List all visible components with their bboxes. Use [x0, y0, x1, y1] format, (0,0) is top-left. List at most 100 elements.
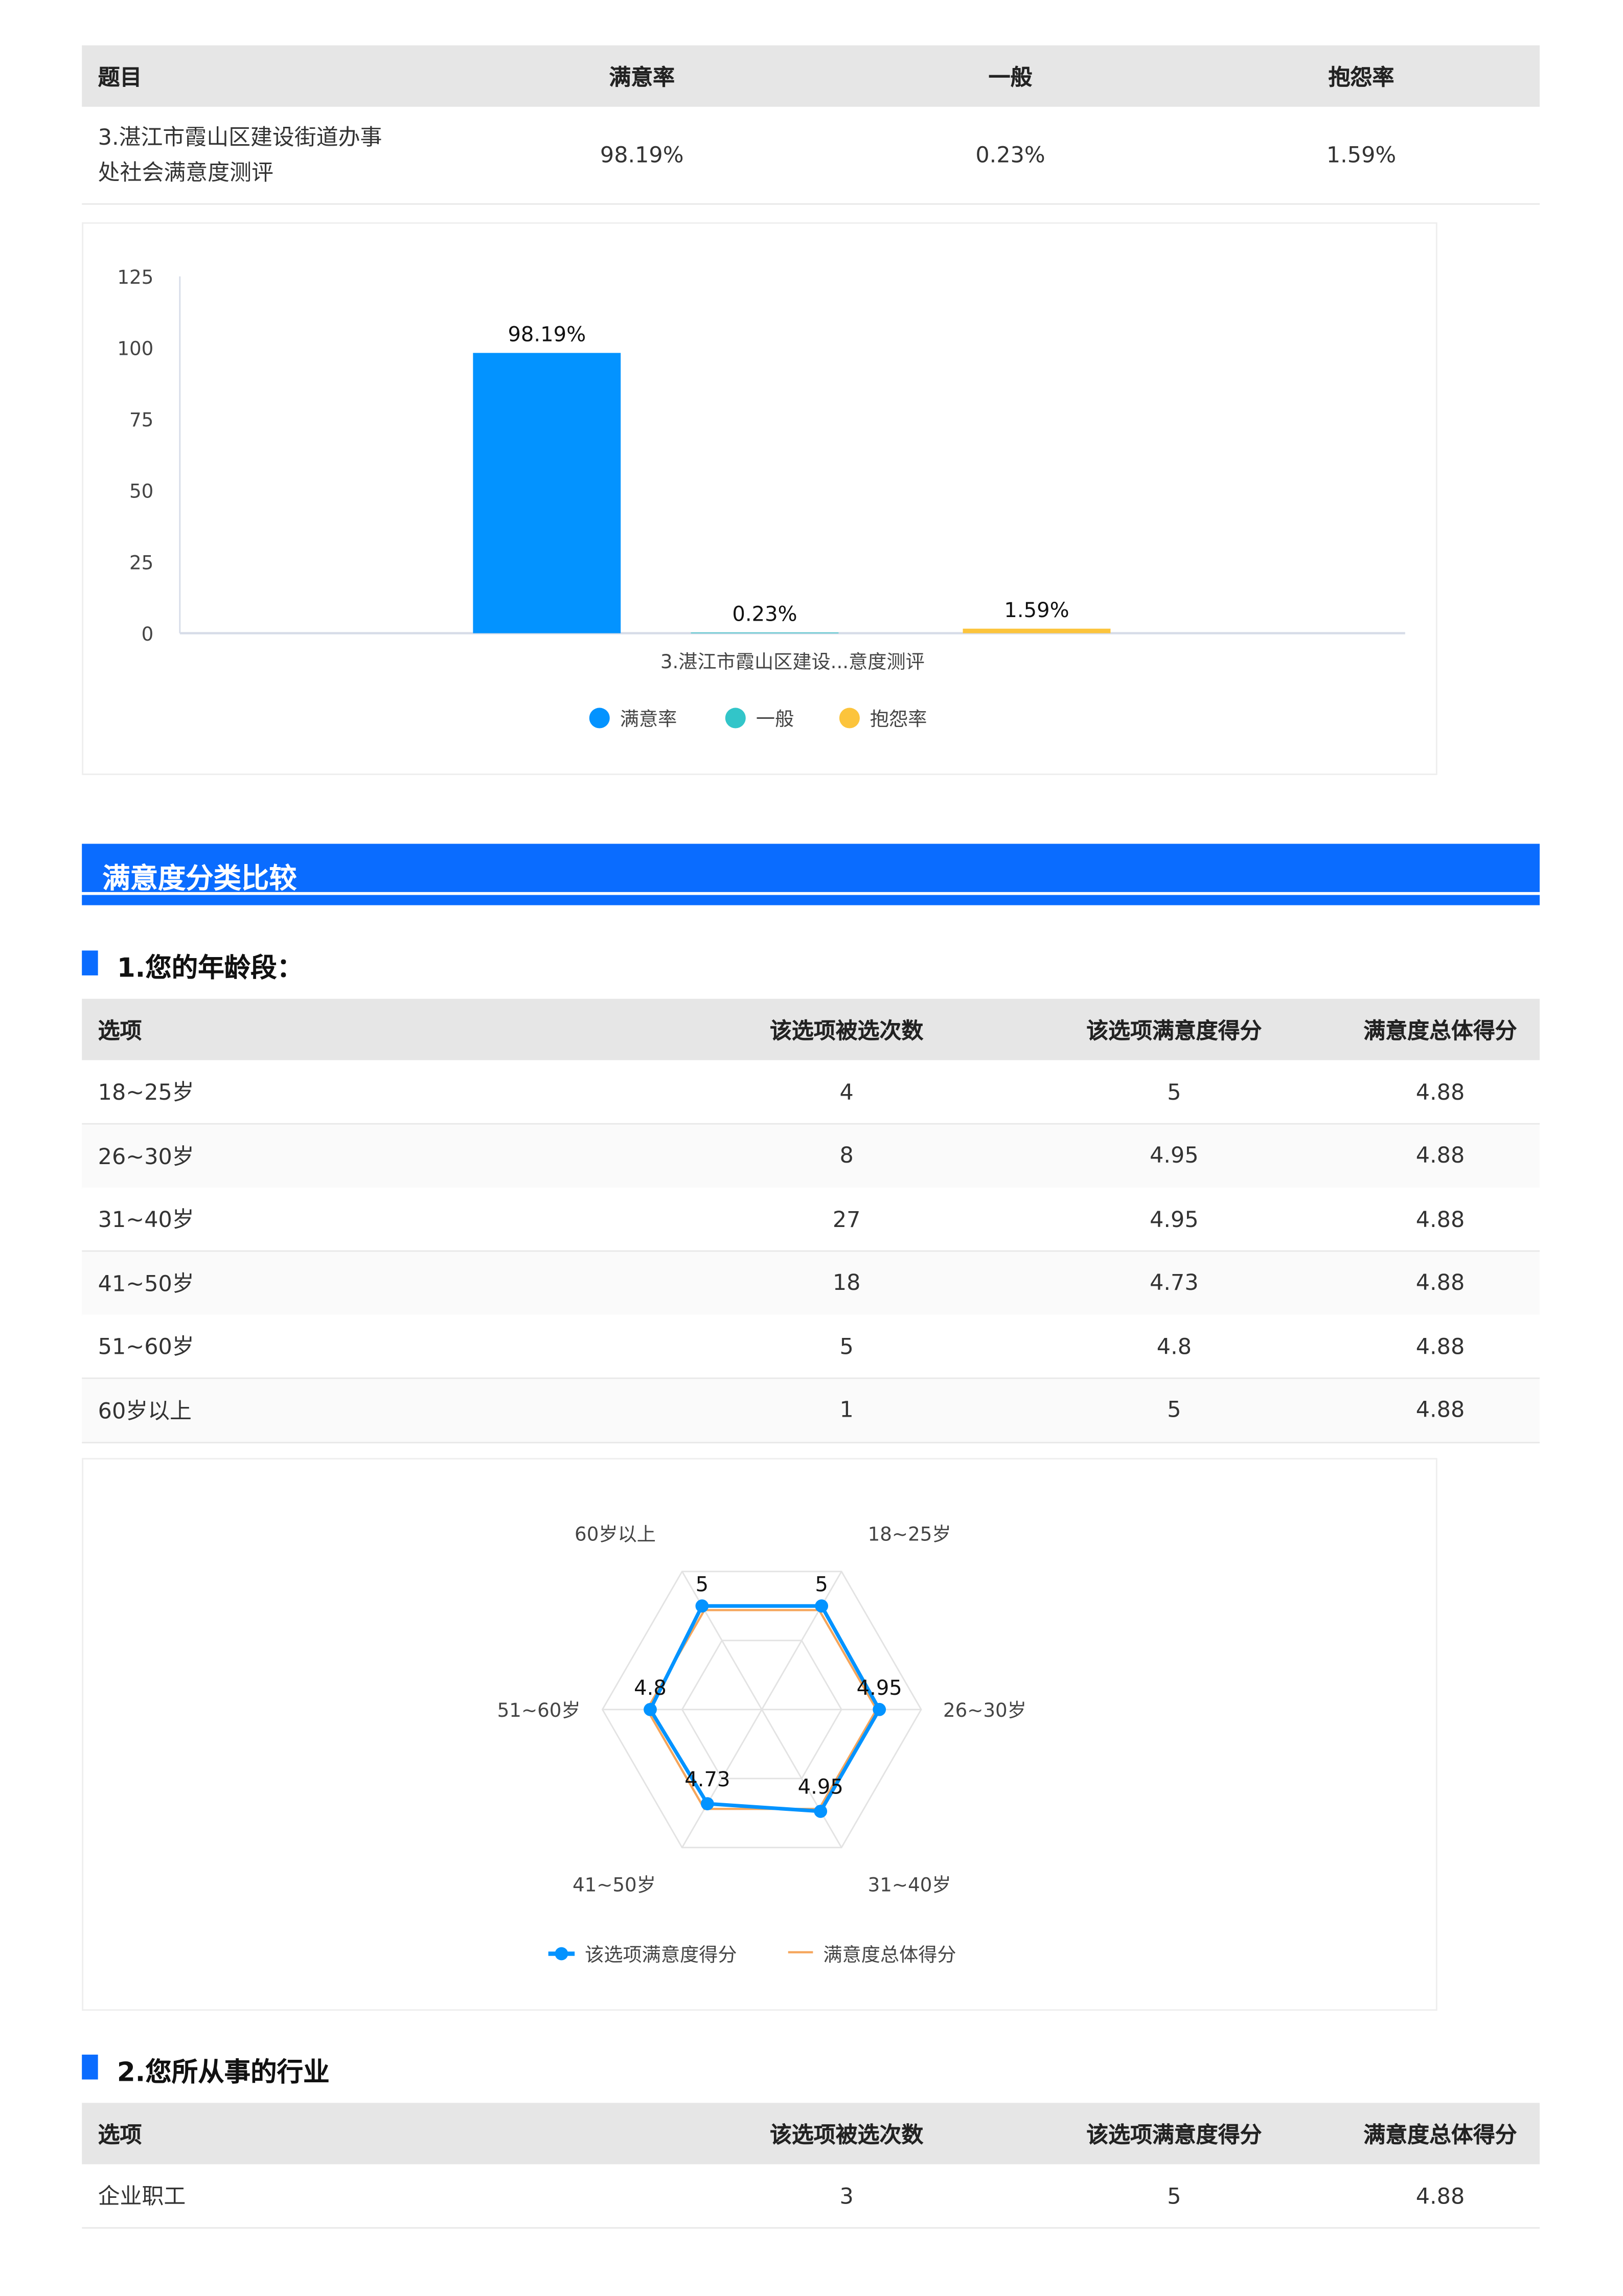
- table-row: 26~30岁 8 4.95 4.88: [82, 1124, 1540, 1189]
- radar-axis-line: [681, 1571, 763, 1710]
- legend-marker-0[interactable]: [555, 1947, 568, 1961]
- radar-data-label: 4.95: [857, 1676, 902, 1700]
- complaint-value: 1.59%: [1326, 142, 1397, 168]
- radar-axis-label: 31~40岁: [868, 1874, 951, 1896]
- table-row: 企业职工 3 5 4.88: [82, 2164, 1540, 2229]
- q1-title: 1.您的年龄段：: [117, 953, 304, 985]
- bar-0[interactable]: [473, 353, 621, 633]
- bar-data-label: 98.19%: [508, 323, 586, 346]
- legend-label[interactable]: 抱怨率: [870, 708, 927, 730]
- y-tick-label: 125: [117, 266, 153, 288]
- legend-label[interactable]: 满意率: [620, 708, 677, 730]
- heading-marker: [82, 950, 98, 975]
- header-cell: 选项: [98, 1017, 142, 1043]
- radar-axis-label: 51~60岁: [497, 1699, 581, 1721]
- radar-point[interactable]: [815, 1599, 829, 1613]
- y-tick-label: 0: [142, 623, 154, 645]
- radar-axis-label: 26~30岁: [943, 1699, 1026, 1721]
- table-cell: 51~60岁: [98, 1333, 194, 1360]
- table-cell: 27: [832, 1206, 861, 1232]
- y-tick-label: 100: [117, 337, 153, 360]
- table-cell: 4.88: [1415, 2183, 1465, 2209]
- legend-label[interactable]: 一般: [756, 708, 794, 730]
- header-cell: 该选项被选次数: [769, 2121, 924, 2148]
- table-cell: 5: [1167, 1078, 1181, 1105]
- bar-chart-card: 0 25 50 75 100 125 98.19% 0.23% 1.59% 3.湛江市霞山区建设.…: [82, 222, 1437, 776]
- table-cell: 4.88: [1415, 1142, 1465, 1169]
- legend-label[interactable]: 满意度总体得分: [823, 1943, 956, 1966]
- q2-table-header: 选项 该选项被选次数 该选项满意度得分 满意度总体得分: [82, 2103, 1540, 2165]
- legend-dot-1[interactable]: [725, 708, 746, 729]
- x-category-label: 3.湛江市霞山区建设...意度测评: [660, 650, 925, 673]
- table-cell: 31~40岁: [98, 1206, 194, 1233]
- satisfied-value: 98.19%: [600, 142, 684, 168]
- section-title: 满意度分类比较: [102, 862, 297, 895]
- table-cell: 4.88: [1415, 1396, 1465, 1423]
- bar-2[interactable]: [963, 628, 1111, 633]
- radar-point[interactable]: [814, 1805, 828, 1818]
- radar-chart-card: 18~25岁 26~30岁 31~40岁 41~50岁 51~60岁 60岁以上 5 4.95…: [82, 1458, 1437, 2011]
- bar-data-label: 1.59%: [1004, 599, 1069, 622]
- heading-marker: [82, 2054, 98, 2080]
- table-cell: 4.8: [1156, 1333, 1192, 1359]
- radar-point[interactable]: [873, 1702, 886, 1716]
- header-cell: 满意度总体得分: [1363, 1017, 1517, 1043]
- question-title-line1: 3.湛江市霞山区建设街道办事: [98, 124, 382, 151]
- radar-axis-line: [681, 1709, 763, 1848]
- y-tick-label: 25: [129, 551, 153, 574]
- table-cell: 8: [839, 1142, 854, 1169]
- header-cell: 该选项满意度得分: [1086, 1017, 1262, 1043]
- table-row: 41~50岁 18 4.73 4.88: [82, 1251, 1540, 1315]
- radar-data-label: 5: [815, 1573, 828, 1597]
- q2-title: 2.您所从事的行业: [117, 2057, 330, 2088]
- table-cell: 4.88: [1415, 1269, 1465, 1296]
- header-cell: 该选项满意度得分: [1086, 2121, 1262, 2148]
- y-tick-label: 75: [129, 408, 153, 431]
- radar-data-label: 4.95: [798, 1776, 843, 1799]
- summary-table-row: 3.湛江市霞山区建设街道办事 处社会满意度测评 98.19% 0.23% 1.5…: [82, 107, 1540, 205]
- table-cell: 4: [839, 1078, 854, 1105]
- table-cell: 3: [839, 2183, 854, 2209]
- table-cell: 18: [832, 1269, 861, 1296]
- table-cell: 5: [1167, 2183, 1181, 2209]
- y-tick-label: 50: [129, 480, 153, 503]
- radar-data-label: 4.73: [684, 1768, 730, 1791]
- table-row: 18~25岁 4 5 4.88: [82, 1060, 1540, 1125]
- radar-point[interactable]: [695, 1599, 709, 1613]
- question-title: 3.湛江市霞山区建设街道办事 处社会满意度测评: [98, 107, 382, 203]
- bar-chart: 0 25 50 75 100 125 98.19% 0.23% 1.59% 3.湛江市霞山区建设.…: [117, 266, 1405, 730]
- table-row: 51~60岁 5 4.8 4.88: [82, 1314, 1540, 1379]
- legend-dot-2[interactable]: [839, 708, 860, 729]
- table-cell: 60岁以上: [98, 1397, 192, 1424]
- table-cell: 4.88: [1415, 1333, 1465, 1359]
- table-cell: 5: [839, 1333, 854, 1359]
- radar-point[interactable]: [701, 1797, 714, 1810]
- table-cell: 5: [1167, 1396, 1181, 1423]
- header-cell: 选项: [98, 2121, 142, 2148]
- table-cell: 41~50岁: [98, 1270, 194, 1297]
- radar-axis-line: [761, 1571, 842, 1710]
- neutral-value: 0.23%: [975, 142, 1045, 168]
- radar-axis-label: 41~50岁: [573, 1874, 656, 1896]
- legend-label[interactable]: 该选项满意度得分: [585, 1943, 737, 1966]
- table-cell: 企业职工: [98, 2183, 186, 2210]
- radar-data-label: 4.8: [634, 1676, 667, 1700]
- header-cell: 满意度总体得分: [1363, 2121, 1517, 2148]
- table-cell: 4.88: [1415, 1206, 1465, 1232]
- table-row: 31~40岁 27 4.95 4.88: [82, 1187, 1540, 1252]
- bar-1[interactable]: [691, 632, 839, 633]
- legend-dot-0[interactable]: [589, 708, 610, 729]
- radar-point[interactable]: [644, 1702, 657, 1716]
- header-cell: 该选项被选次数: [769, 1017, 924, 1043]
- header-neutral: 一般: [988, 63, 1033, 90]
- table-cell: 4.73: [1150, 1269, 1199, 1296]
- table-row: 60岁以上 1 5 4.88: [82, 1378, 1540, 1443]
- radar-axis-label: 60岁以上: [575, 1523, 656, 1545]
- radar-chart: 18~25岁 26~30岁 31~40岁 41~50岁 51~60岁 60岁以上 5 4.95…: [497, 1523, 1026, 1966]
- header-complaint: 抱怨率: [1328, 63, 1395, 90]
- q1-table-header: 选项 该选项被选次数 该选项满意度得分 满意度总体得分: [82, 998, 1540, 1060]
- table-cell: 1: [839, 1396, 854, 1423]
- bar-data-label: 0.23%: [732, 602, 797, 626]
- radar-data-label: 5: [696, 1573, 708, 1597]
